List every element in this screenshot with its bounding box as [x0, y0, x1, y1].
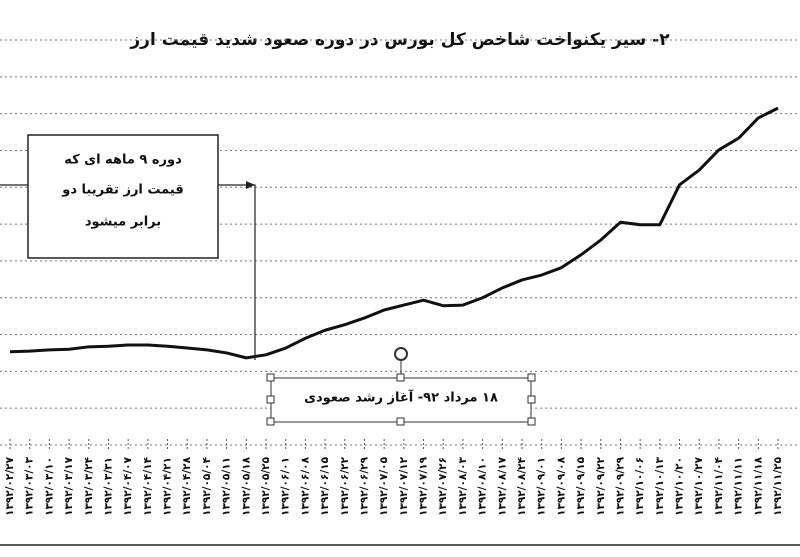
x-tick-label: ۱۳۹۲/۰۵/۱۸ [240, 456, 252, 516]
x-tick-label: ۱۳۹۲/۰۳/۳۱ [102, 457, 114, 516]
handle [527, 373, 536, 382]
x-tick-label: ۱۳۹۲/۰۶/۰۸ [299, 456, 311, 516]
x-tick-label: ۱۳۹۲/۰۳/۱۷ [63, 456, 75, 516]
x-tick-label: ۱۳۹۲/۰۲/۲۷ [4, 456, 16, 516]
start-label: ۱۸ مرداد ۹۲- آغاز رشد صعودی [304, 389, 498, 406]
x-tick-label: ۱۳۹۲/۱۰/۰۶ [634, 457, 646, 516]
x-tick-label: ۱۳۹۲/۰۴/۲۱ [162, 457, 174, 516]
x-tick-label: ۱۳۹۲/۱۱/۲۵ [772, 456, 784, 516]
handle [266, 395, 275, 404]
handle [266, 373, 275, 382]
x-tick-label: ۱۳۹۲/۰۳/۰۳ [24, 456, 36, 516]
x-tick-label: ۱۳۹۲/۰۷/۱۲ [398, 456, 410, 516]
arrow-head [246, 181, 255, 189]
x-tick-label: ۱۳۹۲/۰۵/۲۵ [260, 456, 272, 516]
handles [266, 373, 536, 426]
x-tick-label: ۱۳۹۲/۰۳/۱۰ [43, 457, 55, 516]
x-tick-label: ۱۳۹۲/۰۹/۱۵ [575, 456, 587, 516]
x-tick-label: ۱۳۹۲/۰۸/۰۳ [457, 456, 469, 516]
handle [396, 373, 405, 382]
x-tick-label: ۱۳۹۲/۰۶/۲۲ [339, 456, 351, 516]
note-text: برابر میشود [85, 215, 161, 230]
x-tick-label: ۱۳۹۲/۰۴/۰۷ [122, 456, 134, 516]
index-line [9, 106, 779, 360]
x-tick-label: ۱۳۹۲/۰۹/۰۸ [555, 456, 567, 516]
handle [396, 417, 405, 426]
x-tick-label: ۱۳۹۲/۱۱/۱۱ [733, 457, 745, 516]
x-tick-label: ۱۳۹۲/۰۷/۱۹ [418, 456, 430, 516]
arrow [218, 184, 256, 360]
rotate-handle [394, 347, 408, 361]
x-tick-label: ۱۳۹۲/۰۸/۱۰ [477, 457, 489, 516]
x-tick-label: ۱۳۹۲/۱۰/۲۰ [674, 457, 686, 516]
note-box [27, 134, 219, 259]
x-tick-label: ۱۳۹۲/۱۰/۱۳ [654, 456, 666, 516]
x-tick-label: ۱۳۹۲/۰۶/۰۱ [280, 457, 292, 516]
handle [527, 417, 536, 426]
x-tick-label: ۱۳۹۲/۰۹/۲۲ [595, 456, 607, 516]
x-tick-label: ۱۳۹۲/۰۹/۰۱ [536, 457, 548, 516]
handle [527, 395, 536, 404]
chart-title: ۲- سیر یکنواخت شاخص کل بورس در دوره صعود… [129, 30, 670, 50]
x-tick-label: ۱۳۹۲/۰۸/۱۷ [496, 456, 508, 516]
x-tick-label: ۱۳۹۲/۱۱/۱۸ [752, 456, 764, 516]
x-tick-label: ۱۳۹۲/۰۵/۰۴ [201, 456, 213, 516]
x-tick-label: ۱۳۹۲/۰۵/۱۱ [221, 457, 233, 516]
x-tick-label: ۱۳۹۲/۰۴/۱۴ [142, 456, 154, 516]
x-tick-label: ۱۳۹۲/۰۷/۲۶ [437, 457, 449, 516]
note-text: قیمت ارز تقریبا دو [61, 183, 183, 198]
x-tick-label: ۱۳۹۲/۰۸/۲۴ [516, 456, 528, 516]
x-tick-label: ۱۳۹۲/۰۳/۲۴ [83, 456, 95, 516]
x-tick-label: ۱۳۹۲/۰۴/۲۸ [181, 456, 193, 516]
x-tick-label: ۱۳۹۲/۰۶/۱۵ [319, 456, 331, 516]
x-tick-label: ۱۳۹۲/۰۶/۲۹ [358, 456, 370, 516]
x-tick-label: ۱۳۹۲/۱۰/۲۷ [693, 456, 705, 516]
x-tick-label: ۱۳۹۲/۰۷/۰۵ [378, 456, 390, 516]
x-tick-label: ۱۳۹۲/۰۹/۲۹ [614, 456, 626, 516]
note-text: دوره ۹ ماهه ای که [64, 153, 182, 168]
x-tick-label: ۱۳۹۲/۱۱/۰۴ [713, 456, 725, 516]
handle [266, 417, 275, 426]
